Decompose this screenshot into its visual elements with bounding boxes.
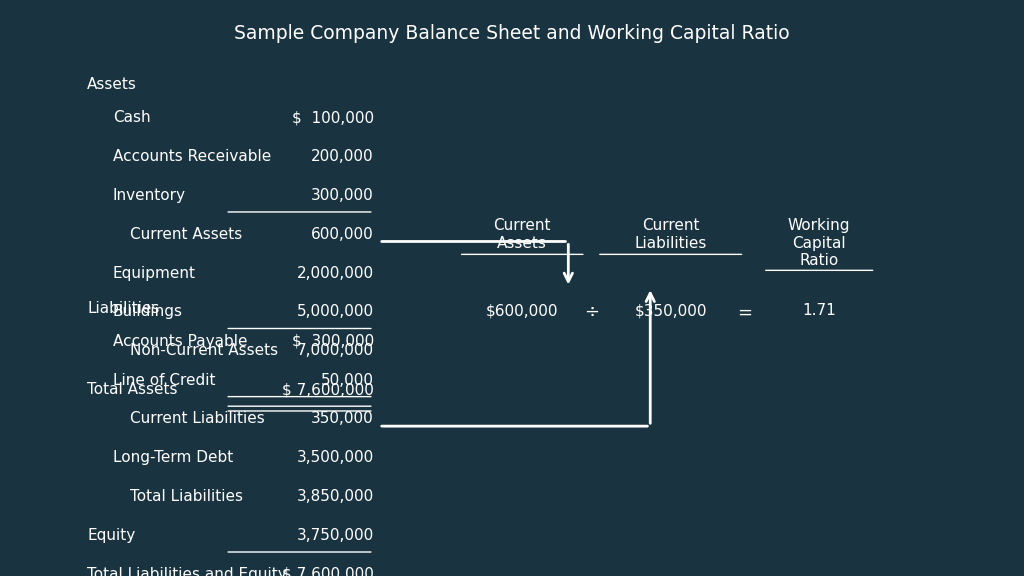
Text: 50,000: 50,000 [321, 373, 374, 388]
Text: Equipment: Equipment [113, 266, 196, 281]
Text: Cash: Cash [113, 110, 151, 125]
Text: Long-Term Debt: Long-Term Debt [113, 450, 232, 465]
Text: Current Assets: Current Assets [130, 227, 243, 242]
Text: Total Assets: Total Assets [87, 382, 177, 397]
Text: Equity: Equity [87, 528, 135, 543]
Text: Accounts Receivable: Accounts Receivable [113, 149, 271, 164]
Text: 5,000,000: 5,000,000 [297, 304, 374, 320]
Text: 1.71: 1.71 [803, 304, 836, 319]
Text: Line of Credit: Line of Credit [113, 373, 215, 388]
Text: Current
Assets: Current Assets [494, 218, 551, 251]
Text: Working
Capital
Ratio: Working Capital Ratio [787, 218, 851, 268]
Text: 200,000: 200,000 [311, 149, 374, 164]
Text: 300,000: 300,000 [311, 188, 374, 203]
Text: 7,000,000: 7,000,000 [297, 343, 374, 358]
Text: Non-Current Assets: Non-Current Assets [130, 343, 279, 358]
Text: $350,000: $350,000 [635, 304, 707, 319]
Text: 600,000: 600,000 [311, 227, 374, 242]
Text: $ 7,600,000: $ 7,600,000 [282, 567, 374, 576]
Text: =: = [737, 304, 753, 321]
Text: 3,500,000: 3,500,000 [297, 450, 374, 465]
Text: 350,000: 350,000 [311, 411, 374, 426]
Text: $600,000: $600,000 [486, 304, 558, 319]
Text: Total Liabilities: Total Liabilities [130, 489, 243, 504]
Text: $ 7,600,000: $ 7,600,000 [282, 382, 374, 397]
Text: Buildings: Buildings [113, 304, 182, 320]
Text: Liabilities: Liabilities [87, 301, 160, 316]
Text: Current Liabilities: Current Liabilities [130, 411, 265, 426]
Text: Sample Company Balance Sheet and Working Capital Ratio: Sample Company Balance Sheet and Working… [234, 24, 790, 43]
Text: Assets: Assets [87, 77, 137, 92]
Text: Current
Liabilities: Current Liabilities [635, 218, 707, 251]
Text: 2,000,000: 2,000,000 [297, 266, 374, 281]
Text: Accounts Payable: Accounts Payable [113, 334, 247, 348]
Text: ÷: ÷ [584, 304, 599, 321]
Text: Inventory: Inventory [113, 188, 185, 203]
Text: Total Liabilities and Equity: Total Liabilities and Equity [87, 567, 287, 576]
Text: $  300,000: $ 300,000 [292, 334, 374, 348]
Text: $  100,000: $ 100,000 [292, 110, 374, 125]
Text: 3,750,000: 3,750,000 [297, 528, 374, 543]
Text: 3,850,000: 3,850,000 [297, 489, 374, 504]
